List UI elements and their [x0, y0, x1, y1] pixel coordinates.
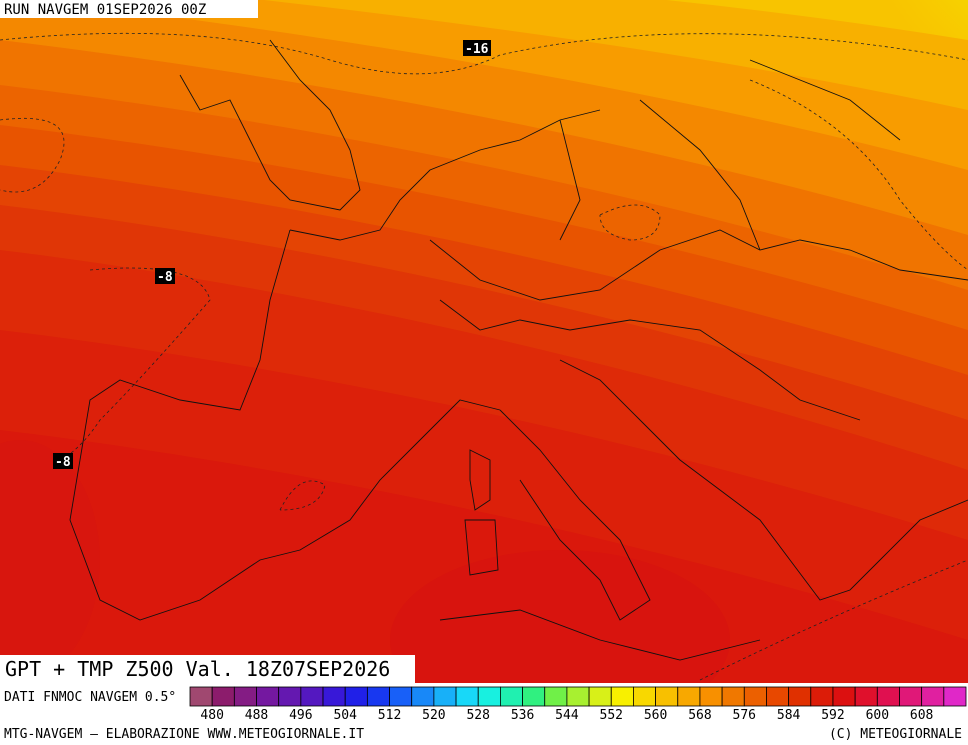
colorbar-label: 480: [200, 708, 223, 723]
header-box: [0, 0, 258, 18]
colorbar-box: [943, 686, 967, 707]
colorbar-label: 496: [289, 708, 312, 723]
colorbar-box: [455, 686, 479, 707]
contour-label: -8: [157, 270, 173, 285]
colorbar-box: [322, 686, 346, 707]
colorbar-label: 520: [422, 708, 445, 723]
footer-right: (C) METEOGIORNALE: [829, 727, 962, 742]
colorbar-box: [788, 686, 812, 707]
colorbar-box: [411, 686, 435, 707]
colorbar-box: [633, 686, 657, 707]
colorbar-box: [810, 686, 834, 707]
colorbar-label: 488: [245, 708, 268, 723]
contour-label-box: [53, 453, 73, 469]
temperature-field: [0, 0, 968, 683]
colorbar-box: [499, 686, 523, 707]
colorbar-box: [854, 686, 878, 707]
colorbar-label: 528: [466, 708, 489, 723]
legend-source: DATI FNMOC NAVGEM 0.5°: [4, 690, 176, 705]
colorbar-label: 504: [333, 708, 357, 723]
colorbar-box: [743, 686, 767, 707]
contour-label-box: [463, 40, 491, 56]
title-box: [0, 655, 415, 683]
colorbar-label: 552: [600, 708, 623, 723]
colorbar-box: [522, 686, 546, 707]
colorbar-box: [921, 686, 945, 707]
colorbar-label: 512: [378, 708, 401, 723]
colorbar-box: [300, 686, 324, 707]
colorbar-label: 560: [644, 708, 667, 723]
colorbar-box: [389, 686, 413, 707]
colorbar-box: [566, 686, 590, 707]
colorbar-box: [699, 686, 723, 707]
colorbar-box: [256, 686, 280, 707]
colorbar-box: [610, 686, 634, 707]
colorbar-box: [766, 686, 790, 707]
colorbar-label: 592: [821, 708, 844, 723]
contour-label: -16: [465, 42, 489, 57]
contour-label: -8: [55, 455, 71, 470]
contour-label-box: [155, 268, 175, 284]
colorbar-box: [344, 686, 368, 707]
colorbar-box: [366, 686, 390, 707]
colorbar-box: [677, 686, 701, 707]
temperature-band: [390, 550, 730, 683]
colorbar-label: 584: [777, 708, 801, 723]
colorbar-box: [832, 686, 856, 707]
colorbar-box: [544, 686, 568, 707]
colorbar-box: [189, 686, 213, 707]
map-title: GPT + TMP Z500 Val. 18Z07SEP2026: [5, 657, 390, 681]
colorbar-label: 608: [910, 708, 933, 723]
colorbar-label: 600: [866, 708, 889, 723]
temperature-band: [0, 440, 100, 680]
colorbar-label: 576: [733, 708, 756, 723]
colorbar-label: 544: [555, 708, 579, 723]
colorbar-box: [211, 686, 235, 707]
colorbar-label: 568: [688, 708, 711, 723]
colorbar-box: [588, 686, 612, 707]
colorbar-box: [876, 686, 900, 707]
temperature-band: [0, 430, 968, 683]
colorbar-box: [477, 686, 501, 707]
colorbar-box: [278, 686, 302, 707]
colorbar-label: 536: [511, 708, 534, 723]
colorbar-box: [233, 686, 257, 707]
colorbar-box: [721, 686, 745, 707]
footer-left: MTG-NAVGEM – ELABORAZIONE WWW.METEOGIORN…: [4, 727, 364, 742]
run-label: RUN NAVGEM 01SEP2026 00Z: [4, 2, 206, 18]
colorbar-box: [433, 686, 457, 707]
colorbar-box: [655, 686, 679, 707]
colorbar-box: [899, 686, 923, 707]
coastlines: [69, 39, 968, 661]
